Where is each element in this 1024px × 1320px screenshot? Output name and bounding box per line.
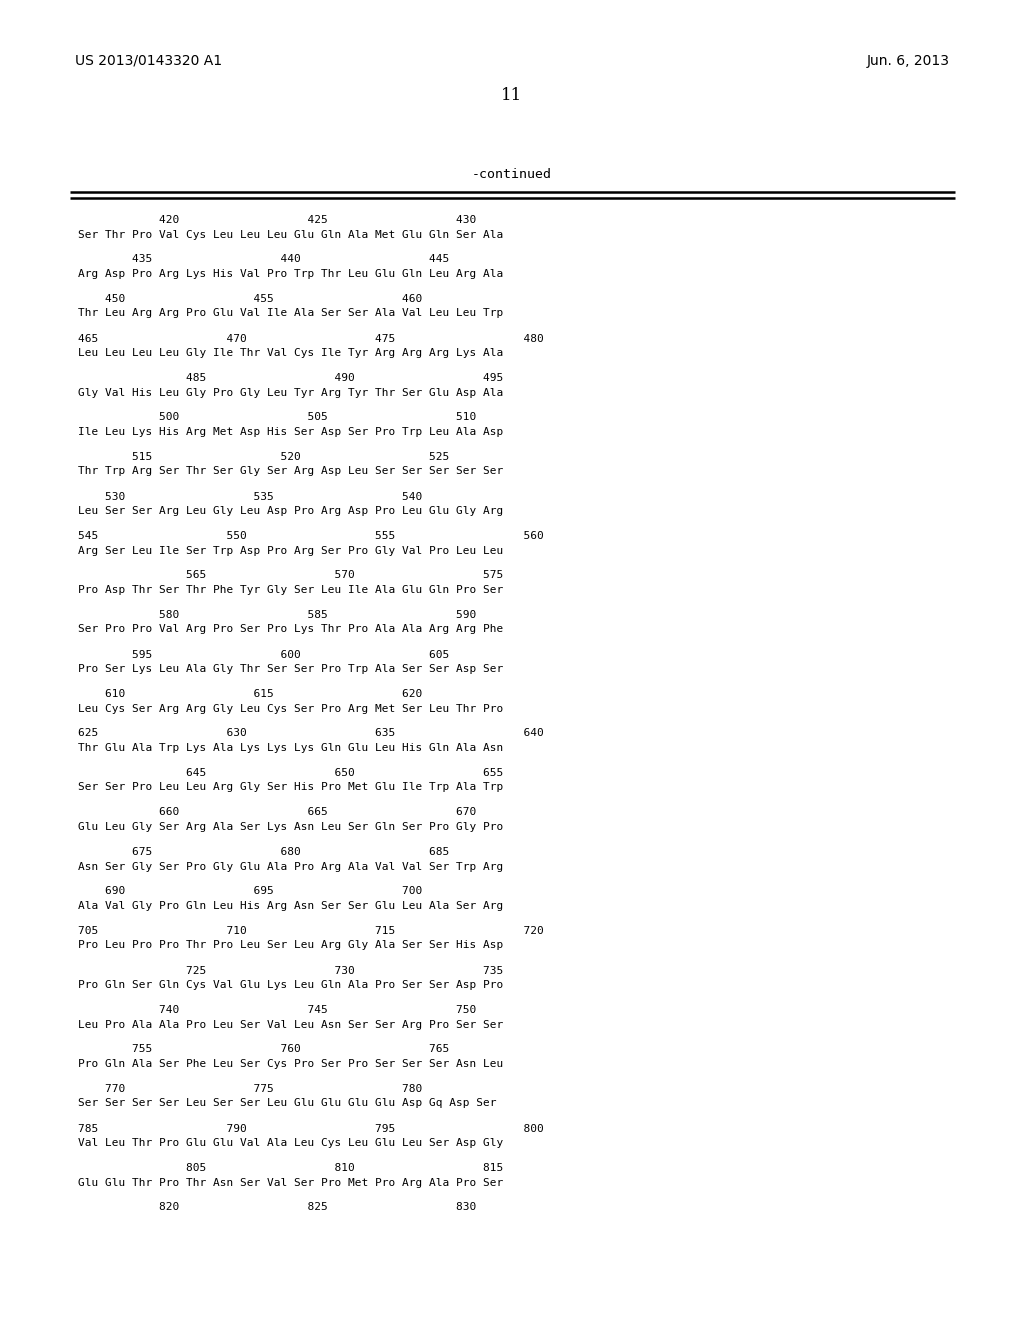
Text: Thr Glu Ala Trp Lys Ala Lys Lys Lys Gln Glu Leu His Gln Ala Asn: Thr Glu Ala Trp Lys Ala Lys Lys Lys Gln … <box>78 743 503 752</box>
Text: 595                   600                   605: 595 600 605 <box>78 649 450 660</box>
Text: Leu Ser Ser Arg Leu Gly Leu Asp Pro Arg Asp Pro Leu Glu Gly Arg: Leu Ser Ser Arg Leu Gly Leu Asp Pro Arg … <box>78 506 503 516</box>
Text: 645                   650                   655: 645 650 655 <box>78 768 503 777</box>
Text: 625                   630                   635                   640: 625 630 635 640 <box>78 729 544 738</box>
Text: Gly Val His Leu Gly Pro Gly Leu Tyr Arg Tyr Thr Ser Glu Asp Ala: Gly Val His Leu Gly Pro Gly Leu Tyr Arg … <box>78 388 503 397</box>
Text: 530                   535                   540: 530 535 540 <box>78 491 422 502</box>
Text: 805                   810                   815: 805 810 815 <box>78 1163 503 1173</box>
Text: Asn Ser Gly Ser Pro Gly Glu Ala Pro Arg Ala Val Val Ser Trp Arg: Asn Ser Gly Ser Pro Gly Glu Ala Pro Arg … <box>78 862 503 871</box>
Text: Pro Ser Lys Leu Ala Gly Thr Ser Ser Pro Trp Ala Ser Ser Asp Ser: Pro Ser Lys Leu Ala Gly Thr Ser Ser Pro … <box>78 664 503 675</box>
Text: 435                   440                   445: 435 440 445 <box>78 255 450 264</box>
Text: 565                   570                   575: 565 570 575 <box>78 570 503 581</box>
Text: Jun. 6, 2013: Jun. 6, 2013 <box>867 54 950 69</box>
Text: 515                   520                   525: 515 520 525 <box>78 451 450 462</box>
Text: Ser Pro Pro Val Arg Pro Ser Pro Lys Thr Pro Ala Ala Arg Arg Phe: Ser Pro Pro Val Arg Pro Ser Pro Lys Thr … <box>78 624 503 635</box>
Text: Arg Asp Pro Arg Lys His Val Pro Trp Thr Leu Glu Gln Leu Arg Ala: Arg Asp Pro Arg Lys His Val Pro Trp Thr … <box>78 269 503 279</box>
Text: Ser Ser Ser Ser Leu Ser Ser Leu Glu Glu Glu Glu Asp Gq Asp Ser: Ser Ser Ser Ser Leu Ser Ser Leu Glu Glu … <box>78 1098 497 1109</box>
Text: 725                   730                   735: 725 730 735 <box>78 965 503 975</box>
Text: 785                   790                   795                   800: 785 790 795 800 <box>78 1123 544 1134</box>
Text: Arg Ser Leu Ile Ser Trp Asp Pro Arg Ser Pro Gly Val Pro Leu Leu: Arg Ser Leu Ile Ser Trp Asp Pro Arg Ser … <box>78 545 503 556</box>
Text: 485                   490                   495: 485 490 495 <box>78 374 503 383</box>
Text: 675                   680                   685: 675 680 685 <box>78 847 450 857</box>
Text: Ile Leu Lys His Arg Met Asp His Ser Asp Ser Pro Trp Leu Ala Asp: Ile Leu Lys His Arg Met Asp His Ser Asp … <box>78 426 503 437</box>
Text: 770                   775                   780: 770 775 780 <box>78 1084 422 1094</box>
Text: 420                   425                   430: 420 425 430 <box>78 215 476 224</box>
Text: Pro Asp Thr Ser Thr Phe Tyr Gly Ser Leu Ile Ala Glu Gln Pro Ser: Pro Asp Thr Ser Thr Phe Tyr Gly Ser Leu … <box>78 585 503 595</box>
Text: 820                   825                   830: 820 825 830 <box>78 1203 476 1213</box>
Text: Pro Gln Ala Ser Phe Leu Ser Cys Pro Ser Pro Ser Ser Ser Asn Leu: Pro Gln Ala Ser Phe Leu Ser Cys Pro Ser … <box>78 1059 503 1069</box>
Text: 610                   615                   620: 610 615 620 <box>78 689 422 700</box>
Text: 690                   695                   700: 690 695 700 <box>78 887 422 896</box>
Text: 705                   710                   715                   720: 705 710 715 720 <box>78 927 544 936</box>
Text: 545                   550                   555                   560: 545 550 555 560 <box>78 531 544 541</box>
Text: 660                   665                   670: 660 665 670 <box>78 808 476 817</box>
Text: 465                   470                   475                   480: 465 470 475 480 <box>78 334 544 343</box>
Text: 500                   505                   510: 500 505 510 <box>78 412 476 422</box>
Text: 755                   760                   765: 755 760 765 <box>78 1044 450 1055</box>
Text: 450                   455                   460: 450 455 460 <box>78 294 422 304</box>
Text: US 2013/0143320 A1: US 2013/0143320 A1 <box>75 54 222 69</box>
Text: Ala Val Gly Pro Gln Leu His Arg Asn Ser Ser Glu Leu Ala Ser Arg: Ala Val Gly Pro Gln Leu His Arg Asn Ser … <box>78 902 503 911</box>
Text: Leu Pro Ala Ala Pro Leu Ser Val Leu Asn Ser Ser Arg Pro Ser Ser: Leu Pro Ala Ala Pro Leu Ser Val Leu Asn … <box>78 1019 503 1030</box>
Text: Val Leu Thr Pro Glu Glu Val Ala Leu Cys Leu Glu Leu Ser Asp Gly: Val Leu Thr Pro Glu Glu Val Ala Leu Cys … <box>78 1138 503 1148</box>
Text: Ser Ser Pro Leu Leu Arg Gly Ser His Pro Met Glu Ile Trp Ala Trp: Ser Ser Pro Leu Leu Arg Gly Ser His Pro … <box>78 783 503 792</box>
Text: Leu Leu Leu Leu Gly Ile Thr Val Cys Ile Tyr Arg Arg Arg Lys Ala: Leu Leu Leu Leu Gly Ile Thr Val Cys Ile … <box>78 348 503 358</box>
Text: Thr Leu Arg Arg Pro Glu Val Ile Ala Ser Ser Ala Val Leu Leu Trp: Thr Leu Arg Arg Pro Glu Val Ile Ala Ser … <box>78 309 503 318</box>
Text: Ser Thr Pro Val Cys Leu Leu Leu Glu Gln Ala Met Glu Gln Ser Ala: Ser Thr Pro Val Cys Leu Leu Leu Glu Gln … <box>78 230 503 239</box>
Text: Glu Glu Thr Pro Thr Asn Ser Val Ser Pro Met Pro Arg Ala Pro Ser: Glu Glu Thr Pro Thr Asn Ser Val Ser Pro … <box>78 1177 503 1188</box>
Text: 740                   745                   750: 740 745 750 <box>78 1005 476 1015</box>
Text: Pro Gln Ser Gln Cys Val Glu Lys Leu Gln Ala Pro Ser Ser Asp Pro: Pro Gln Ser Gln Cys Val Glu Lys Leu Gln … <box>78 979 503 990</box>
Text: -continued: -continued <box>472 168 552 181</box>
Text: Leu Cys Ser Arg Arg Gly Leu Cys Ser Pro Arg Met Ser Leu Thr Pro: Leu Cys Ser Arg Arg Gly Leu Cys Ser Pro … <box>78 704 503 714</box>
Text: 11: 11 <box>502 87 522 104</box>
Text: 580                   585                   590: 580 585 590 <box>78 610 476 620</box>
Text: Thr Trp Arg Ser Thr Ser Gly Ser Arg Asp Leu Ser Ser Ser Ser Ser: Thr Trp Arg Ser Thr Ser Gly Ser Arg Asp … <box>78 466 503 477</box>
Text: Glu Leu Gly Ser Arg Ala Ser Lys Asn Leu Ser Gln Ser Pro Gly Pro: Glu Leu Gly Ser Arg Ala Ser Lys Asn Leu … <box>78 822 503 832</box>
Text: Pro Leu Pro Pro Thr Pro Leu Ser Leu Arg Gly Ala Ser Ser His Asp: Pro Leu Pro Pro Thr Pro Leu Ser Leu Arg … <box>78 940 503 950</box>
